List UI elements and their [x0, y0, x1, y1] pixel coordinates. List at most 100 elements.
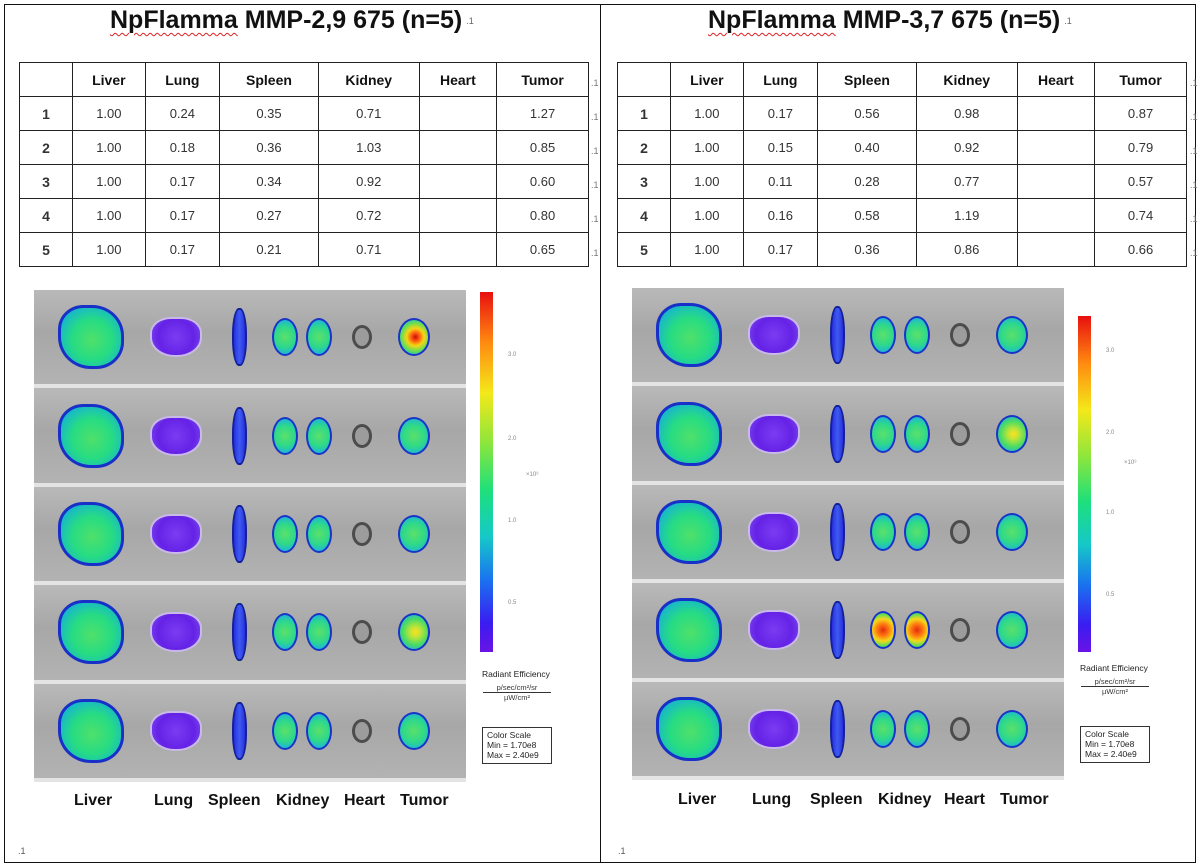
- liver-specimen: [656, 598, 722, 663]
- ratio-cell: [1016, 96, 1096, 131]
- organ-label: Lung: [752, 791, 792, 808]
- lung-specimen: [748, 708, 800, 749]
- ratio-cell: 0.18: [144, 130, 221, 165]
- table-row: 5 1.00 0.17 0.36 0.86 0.66: [617, 232, 1187, 267]
- ratio-cell: 0.40: [817, 130, 917, 165]
- ratio-cell: [418, 198, 498, 233]
- kidney-specimen: [306, 318, 332, 357]
- ratio-cell: 0.98: [915, 96, 1018, 131]
- table-header-cell: Kidney: [915, 62, 1018, 97]
- specimen-row: [632, 583, 1064, 682]
- tumor-specimen: [398, 416, 430, 455]
- liver-specimen: [58, 501, 124, 566]
- color-scale-max: Max = 2.40e9: [1085, 749, 1137, 760]
- row-index-cell: 4: [617, 198, 671, 233]
- row-index-cell: 3: [19, 164, 73, 199]
- ratio-cell: 0.17: [144, 198, 221, 233]
- scale-tick: 3.0: [1106, 348, 1115, 354]
- table-header-row: Liver Lung Spleen Kidney Heart Tumor: [19, 62, 589, 97]
- liver-specimen: [58, 305, 124, 370]
- color-scale-box: Color Scale Min = 1.70e8 Max = 2.40e9: [1080, 726, 1150, 763]
- heart-specimen: [352, 620, 372, 645]
- ratio-cell: 0.92: [915, 130, 1018, 165]
- lung-specimen: [150, 513, 202, 554]
- left-color-scale-bar: [480, 292, 493, 652]
- left-title-rest: MMP-2,9 675 (n=5): [237, 6, 463, 34]
- table-row: 2 1.00 0.15 0.40 0.92 0.79: [617, 130, 1187, 165]
- table-row-mark: .1: [1190, 214, 1198, 224]
- row-index-cell: 3: [617, 164, 671, 199]
- table-row-mark: .1: [1190, 180, 1198, 190]
- table-row-mark: .1: [591, 146, 599, 156]
- tumor-specimen: [996, 414, 1028, 453]
- ratio-cell: [418, 96, 498, 131]
- ratio-cell: 0.60: [496, 164, 589, 199]
- ratio-cell: 0.57: [1094, 164, 1187, 199]
- liver-specimen: [58, 698, 124, 763]
- lung-specimen: [748, 315, 800, 356]
- heart-specimen: [352, 423, 372, 448]
- kidney-specimen: [870, 709, 896, 748]
- organ-label: Lung: [154, 792, 194, 809]
- ratio-cell: 0.71: [317, 232, 420, 267]
- kidney-specimen: [870, 316, 896, 355]
- left-table-body: 1 1.00 0.24 0.35 0.71 1.27 2 1.00 0.18 0.36 1.03 0.…: [19, 96, 589, 267]
- organ-label: Spleen: [810, 791, 863, 808]
- scale-tick: 1.0: [508, 518, 517, 524]
- table-header-cell: Liver: [670, 62, 744, 97]
- scale-tick: 3.0: [508, 352, 517, 358]
- table-row-mark: .1: [591, 248, 599, 258]
- organ-label: Kidney: [878, 791, 932, 808]
- table-header-cell: [617, 62, 671, 97]
- ratio-cell: 1.00: [670, 198, 744, 233]
- lung-specimen: [748, 610, 800, 651]
- scale-tick: 2.0: [1106, 430, 1115, 436]
- spleen-specimen: [830, 601, 845, 660]
- ratio-cell: 1.00: [72, 96, 146, 131]
- spleen-specimen: [232, 603, 247, 662]
- lung-specimen: [150, 710, 202, 751]
- organ-label: Liver: [74, 792, 113, 809]
- table-row-mark: .1: [591, 180, 599, 190]
- units-numerator: p/sec/cm²/sr: [483, 683, 551, 693]
- heart-specimen: [352, 521, 372, 546]
- ratio-cell: [1016, 232, 1096, 267]
- kidney-specimen: [904, 709, 930, 748]
- heart-specimen: [950, 519, 970, 544]
- ratio-cell: 1.00: [670, 232, 744, 267]
- right-title: NpFlamma MMP-3,7 675 (n=5) .1: [708, 6, 1072, 35]
- table-row-mark: .1: [1190, 248, 1198, 258]
- tumor-specimen: [996, 611, 1028, 650]
- ratio-cell: [418, 232, 498, 267]
- ratio-cell: 1.00: [72, 198, 146, 233]
- ratio-cell: 0.86: [915, 232, 1018, 267]
- table-row-mark: .1: [591, 78, 599, 88]
- ratio-cell: 0.21: [219, 232, 319, 267]
- lung-specimen: [748, 511, 800, 552]
- ratio-cell: 0.77: [915, 164, 1018, 199]
- row-index-cell: 1: [617, 96, 671, 131]
- radiant-efficiency-label: Radiant Efficiency: [1080, 663, 1148, 673]
- radiant-efficiency-units: p/sec/cm²/sr µW/cm²: [483, 683, 551, 702]
- ratio-cell: 0.35: [219, 96, 319, 131]
- organ-label: Liver: [678, 791, 717, 808]
- kidney-specimen: [272, 514, 298, 553]
- table-header-cell: Liver: [72, 62, 146, 97]
- kidney-specimen: [272, 416, 298, 455]
- liver-specimen: [656, 696, 722, 761]
- ratio-cell: 0.17: [144, 164, 221, 199]
- ratio-cell: 0.27: [219, 198, 319, 233]
- ratio-cell: 1.00: [72, 232, 146, 267]
- table-row-mark: .1: [591, 112, 599, 122]
- tumor-specimen: [398, 318, 430, 357]
- left-ratio-table: Liver Lung Spleen Kidney Heart Tumor 1 1.…: [19, 62, 589, 267]
- ratio-cell: 0.34: [219, 164, 319, 199]
- table-header-cell: Tumor: [1094, 62, 1187, 97]
- kidney-specimen: [306, 613, 332, 652]
- liver-specimen: [656, 303, 722, 368]
- row-index-cell: 4: [19, 198, 73, 233]
- kidney-specimen: [272, 318, 298, 357]
- ratio-cell: 0.17: [144, 232, 221, 267]
- lung-specimen: [748, 413, 800, 454]
- ratio-cell: 0.71: [317, 96, 420, 131]
